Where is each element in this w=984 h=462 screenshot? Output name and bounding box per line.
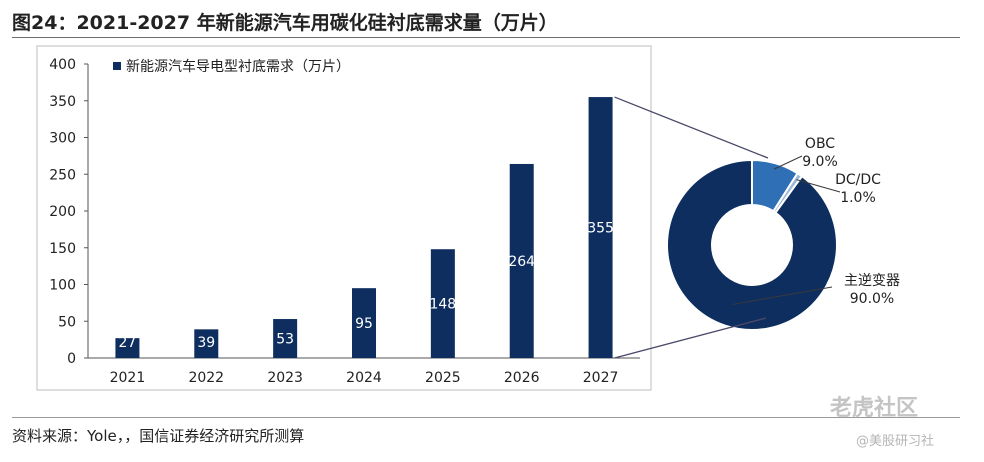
slice-leader-line	[773, 155, 803, 170]
y-tick-label: 0	[67, 351, 76, 367]
watermark-handle: @美股研习社	[856, 434, 935, 449]
slice-value: 90.0%	[850, 291, 894, 307]
slice-leader-line	[732, 286, 833, 305]
y-tick-label: 300	[49, 131, 76, 147]
legend-swatch	[113, 62, 121, 70]
y-tick-label: 200	[49, 204, 76, 220]
slice-name: DC/DC	[835, 172, 881, 188]
bar-chart-frame	[36, 45, 652, 391]
slice-leader-line	[796, 179, 841, 193]
figure-title: 图24：2021-2027 年新能源汽车用碳化硅衬底需求量（万片）	[12, 12, 558, 34]
bar-chart: 0 50 100 150 200 250 300 350 400 2021 27 2022 39 2023…	[49, 57, 640, 386]
bar	[115, 338, 140, 358]
connector-line-bottom	[614, 317, 767, 359]
x-tick-label: 2022	[188, 370, 224, 386]
donut-chart: OBC 9.0% DC/DC 1.0% 主逆变器 90.0%	[614, 96, 900, 359]
slice-value: 1.0%	[840, 190, 876, 206]
data-label: 264	[508, 254, 535, 270]
x-tick-label: 2023	[267, 370, 303, 386]
x-tick-label: 2021	[110, 370, 146, 386]
data-label: 53	[276, 332, 294, 348]
bar	[430, 249, 455, 358]
data-label: 148	[429, 297, 456, 313]
x-tick-label: 2026	[504, 370, 540, 386]
y-tick-label: 100	[49, 278, 76, 294]
slice-name: 主逆变器	[844, 273, 900, 289]
y-tick-label: 400	[49, 57, 76, 73]
x-tick-label: 2027	[583, 370, 619, 386]
bar	[509, 163, 534, 358]
y-tick-label: 50	[58, 314, 76, 330]
data-label: 95	[355, 316, 373, 332]
data-label: 39	[197, 335, 215, 351]
x-tick-label: 2024	[346, 370, 382, 386]
y-tick-label: 350	[49, 94, 76, 110]
watermark-brand: 老虎社区	[830, 396, 919, 421]
bar	[194, 329, 219, 358]
source-divider	[12, 417, 960, 418]
title-divider	[12, 37, 960, 38]
data-label: 355	[587, 221, 614, 237]
slice-value: 9.0%	[802, 154, 838, 170]
x-tick-label: 2025	[425, 370, 461, 386]
legend-label: 新能源汽车导电型衬底需求（万片）	[126, 58, 350, 75]
y-tick-label: 150	[49, 241, 76, 257]
bar	[352, 288, 376, 358]
donut-slice	[666, 158, 838, 331]
slice-name: OBC	[805, 136, 835, 152]
connector-line-top	[614, 96, 769, 159]
data-label: 27	[119, 335, 137, 351]
y-tick-label: 250	[49, 167, 76, 183]
source-note: 资料来源：Yole，，国信证券经济研究所测算	[12, 427, 305, 445]
bar	[588, 97, 613, 358]
bar	[273, 319, 298, 358]
